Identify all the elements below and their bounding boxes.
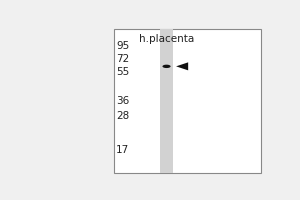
Text: 95: 95 [116, 41, 129, 51]
Ellipse shape [162, 65, 171, 68]
Bar [114, 29, 261, 173]
Text: 36: 36 [116, 96, 129, 106]
Text: h.placenta: h.placenta [139, 34, 194, 44]
Text: 17: 17 [116, 145, 129, 155]
Text: 28: 28 [116, 111, 129, 121]
Bar [160, 29, 173, 173]
Text: 55: 55 [116, 67, 129, 77]
Text: 72: 72 [116, 54, 129, 64]
Polygon shape [176, 62, 188, 70]
